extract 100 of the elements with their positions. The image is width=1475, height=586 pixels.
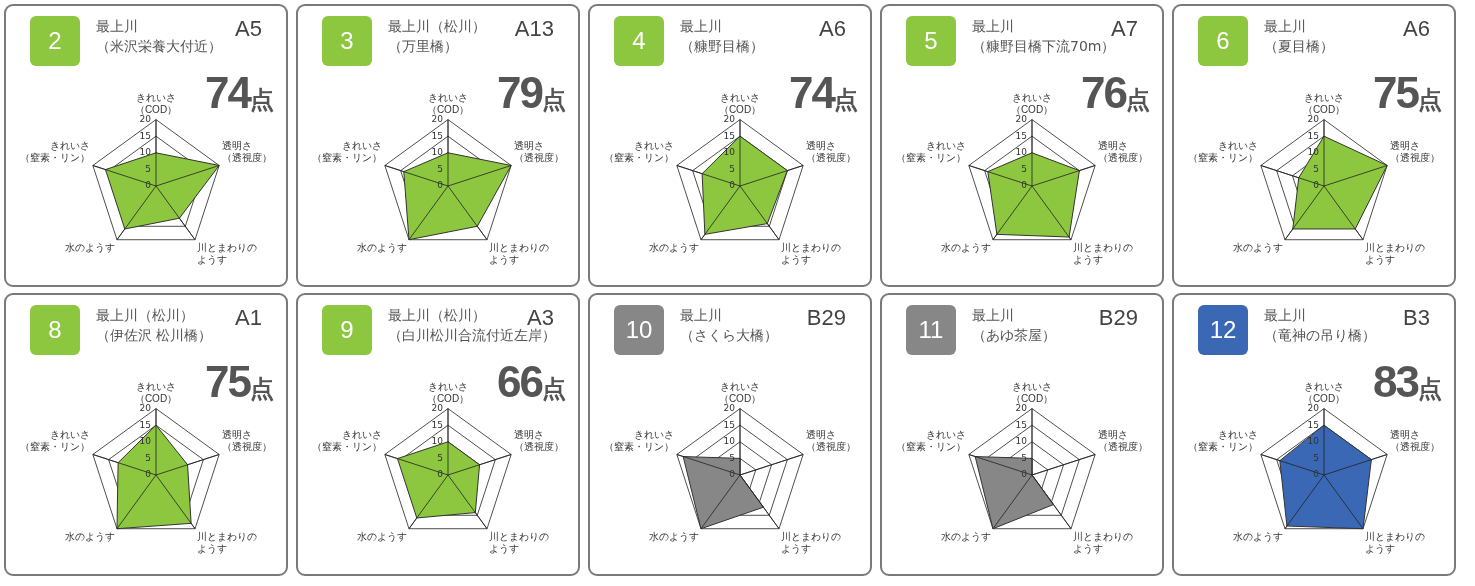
text: A6 — [1403, 16, 1430, 42]
spoke-label: 透明さ（透視度） — [514, 140, 564, 164]
y-tick-label: 15 — [1015, 419, 1027, 430]
spoke-label: きれいさ（COD） — [426, 381, 470, 405]
y-tick-label: 0 — [145, 469, 152, 480]
y-tick-label: 0 — [437, 469, 444, 480]
y-tick-label: 20 — [139, 402, 152, 413]
spoke-label: きれいさ（窒素・リン） — [312, 140, 382, 164]
chart-title: 最上川 — [1264, 17, 1307, 36]
y-tick-label: 0 — [1021, 180, 1028, 191]
y-tick-label: 15 — [723, 130, 735, 141]
spoke-label: 水のようす — [941, 241, 992, 253]
text: 8 — [30, 305, 80, 355]
chart-subtitle: （白川松川合流付近左岸） — [388, 326, 556, 345]
y-tick-label: 15 — [139, 419, 151, 430]
y-tick-label: 20 — [431, 402, 444, 413]
text: 12 — [1198, 305, 1248, 355]
spoke-label: 水のようす — [649, 241, 700, 253]
text: 83点 — [1373, 357, 1442, 407]
spoke-label: 水のようす — [1233, 530, 1284, 542]
y-tick-label: 0 — [1313, 469, 1320, 480]
chart-title: 最上川 — [972, 18, 1014, 34]
y-tick-label: 20 — [1307, 402, 1320, 413]
spoke-label: 川とまわりのようす — [488, 530, 549, 554]
spoke-label: きれいさ（窒素・リン） — [604, 429, 674, 453]
y-tick-label: 0 — [729, 180, 736, 191]
spoke-label: きれいさ（COD） — [134, 381, 178, 405]
spoke-label: 水のようす — [1233, 241, 1284, 253]
chart-subtitle: （竜神の吊り橋） — [1264, 326, 1376, 345]
y-tick-label: 5 — [729, 163, 735, 174]
spoke-label: きれいさ（窒素・リン） — [20, 429, 90, 453]
spoke-label: 川とまわりのようす — [1364, 241, 1425, 265]
y-tick-label: 5 — [1313, 163, 1319, 174]
spoke-label: きれいさ（窒素・リン） — [20, 140, 90, 164]
spoke-label: きれいさ（COD） — [718, 92, 762, 116]
y-tick-label: 15 — [1307, 419, 1319, 430]
y-tick-label: 0 — [437, 180, 444, 191]
spoke-label: 水のようす — [357, 530, 408, 542]
spoke-label: 川とまわりのようす — [1072, 241, 1133, 265]
y-tick-label: 5 — [437, 163, 443, 174]
chart-title: 最上川 — [1264, 306, 1307, 325]
text: A6 — [819, 16, 846, 42]
spoke-label: 川とまわりのようす — [1364, 530, 1425, 554]
text: B3 — [1403, 305, 1430, 331]
y-tick-label: 5 — [437, 452, 443, 463]
text: 4 — [614, 16, 664, 66]
text: 79点 — [497, 68, 566, 118]
y-tick-label: 20 — [723, 113, 736, 124]
y-tick-label: 20 — [723, 402, 736, 413]
spoke-label: きれいさ（窒素・リン） — [896, 140, 966, 164]
spoke-label: きれいさ（COD） — [1010, 92, 1054, 116]
y-tick-label: 20 — [1015, 402, 1028, 413]
y-tick-label: 20 — [431, 113, 444, 124]
chart-subtitle: （あゆ茶屋） — [972, 326, 1056, 345]
spoke-label: 水のようす — [65, 241, 116, 253]
y-tick-label: 15 — [431, 130, 443, 141]
y-tick-label: 5 — [145, 452, 151, 463]
chart-subtitle: （糠野目橋） — [680, 37, 764, 56]
spoke-label: きれいさ（COD） — [718, 381, 762, 405]
spoke-label: きれいさ（COD） — [1302, 92, 1346, 116]
chart-subtitle: （万里橋） — [388, 37, 459, 56]
chart-title: 最上川 — [680, 306, 723, 325]
text: 76点 — [1081, 68, 1150, 118]
spoke-label: 水のようす — [649, 530, 700, 542]
text: 5 — [906, 16, 956, 66]
y-tick-label: 10 — [139, 436, 152, 447]
spoke-label: 透明さ（透視度） — [222, 140, 272, 164]
chart-title: 最上川（松川） — [388, 307, 486, 323]
y-tick-label: 10 — [431, 147, 444, 158]
y-tick-label: 15 — [139, 130, 151, 141]
y-tick-label: 10 — [1307, 436, 1320, 447]
spoke-label: 水のようす — [65, 530, 116, 542]
y-tick-label: 20 — [1307, 113, 1320, 124]
spoke-label: 水のようす — [357, 241, 408, 253]
text: 3 — [322, 16, 372, 66]
chart-subtitle: （米沢栄養大付近） — [96, 37, 222, 56]
text: 66点 — [497, 357, 566, 407]
text: A13 — [514, 16, 554, 42]
y-tick-label: 0 — [729, 469, 736, 480]
text: B29 — [806, 305, 846, 331]
spoke-label: 透明さ（透視度） — [1098, 140, 1148, 164]
y-tick-label: 10 — [723, 147, 736, 158]
y-tick-label: 20 — [1015, 113, 1028, 124]
spoke-label: 透明さ（透視度） — [806, 429, 856, 453]
y-tick-label: 15 — [1307, 130, 1319, 141]
spoke-label: 透明さ（透視度） — [222, 429, 272, 453]
spoke-label: 透明さ（透視度） — [514, 429, 564, 453]
text: 74点 — [789, 68, 858, 118]
chart-title: 最上川 — [680, 17, 723, 36]
y-tick-label: 10 — [1015, 436, 1028, 447]
spoke-label: きれいさ（COD） — [1010, 381, 1054, 405]
spoke-label: 透明さ（透視度） — [1098, 429, 1148, 453]
y-tick-label: 15 — [431, 419, 443, 430]
y-tick-label: 0 — [1021, 469, 1028, 480]
y-tick-label: 10 — [1015, 147, 1028, 158]
text: A5 — [235, 16, 262, 42]
spoke-label: 川とまわりのようす — [488, 241, 549, 265]
y-tick-label: 5 — [1021, 163, 1027, 174]
spoke-label: 川とまわりのようす — [196, 241, 257, 265]
spoke-label: 透明さ（透視度） — [1390, 140, 1440, 164]
